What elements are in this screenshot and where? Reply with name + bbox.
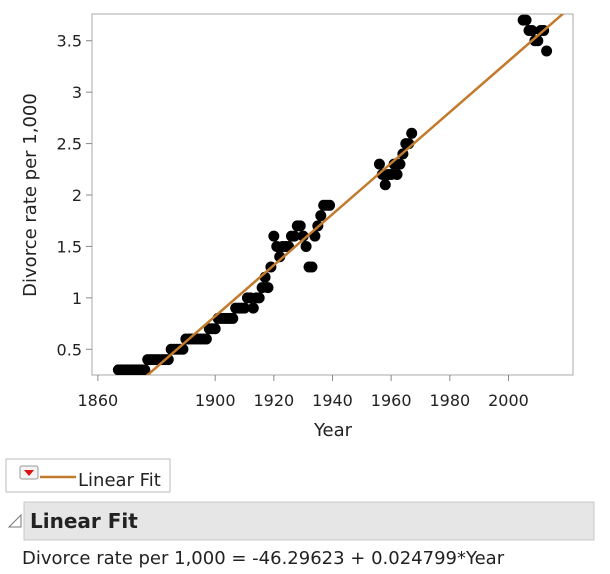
data-point: [200, 333, 212, 345]
data-point: [268, 230, 280, 242]
y-tick-label: 3.5: [57, 32, 82, 51]
data-point: [227, 312, 239, 324]
data-point: [288, 230, 300, 242]
data-point: [394, 158, 406, 170]
fit-equation: Divorce rate per 1,000 = -46.29623 + 0.0…: [22, 548, 505, 569]
y-tick-label: 1: [72, 289, 82, 308]
report-header: [23, 501, 595, 541]
data-point: [209, 323, 221, 335]
data-point: [526, 24, 538, 36]
disclosure-toggle[interactable]: [7, 513, 22, 528]
y-tick-label: 3: [72, 83, 82, 102]
fit-line: [145, 14, 565, 375]
x-tick-label: 1960: [371, 391, 412, 410]
y-tick-label: 2: [72, 186, 82, 205]
data-point: [239, 302, 251, 314]
x-tick-label: 1980: [429, 391, 470, 410]
data-point: [406, 127, 418, 139]
data-point: [541, 45, 553, 57]
x-tick-label: 2000: [488, 391, 529, 410]
x-tick-label: 1920: [253, 391, 294, 410]
data-point: [306, 261, 318, 273]
data-point: [520, 14, 532, 26]
y-tick-label: 1.5: [57, 237, 82, 256]
report-title: Linear Fit: [30, 509, 138, 533]
data-point: [139, 364, 151, 375]
data-point: [373, 158, 385, 170]
data-point: [294, 220, 306, 232]
legend-label: Linear Fit: [78, 470, 161, 491]
x-tick-label: 1860: [78, 391, 119, 410]
y-tick-label: 0.5: [57, 340, 82, 359]
data-point: [274, 251, 286, 263]
data-point: [247, 302, 259, 314]
data-point: [315, 210, 327, 222]
x-tick-label: 1900: [195, 391, 236, 410]
data-point: [253, 292, 265, 304]
data-point: [262, 282, 274, 294]
data-point: [324, 199, 336, 211]
x-tick-label: 1940: [312, 391, 353, 410]
legend-menu-button[interactable]: [19, 465, 39, 480]
data-point: [300, 240, 312, 252]
y-axis-label: Divorce rate per 1,000: [20, 93, 41, 297]
data-point: [162, 354, 174, 366]
data-point: [391, 168, 403, 180]
y-tick-label: 2.5: [57, 135, 82, 154]
x-axis-label: Year: [313, 420, 353, 441]
data-point: [379, 179, 391, 191]
